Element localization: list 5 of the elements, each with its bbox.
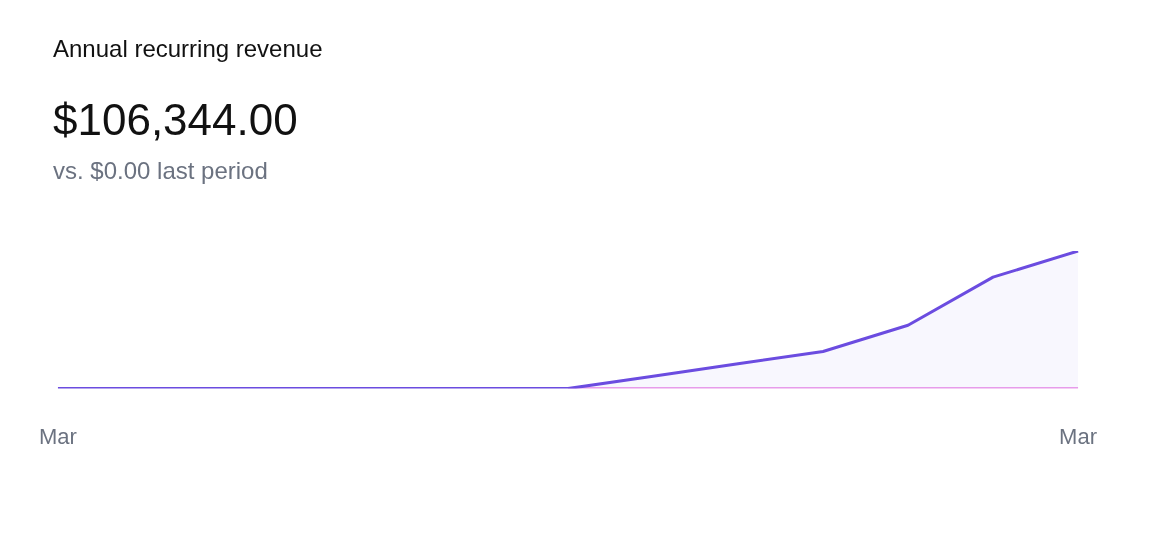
text: vs. $0.00 last period (53, 157, 269, 186)
x-tick-label: Mar (1059, 423, 1097, 449)
chart-subtitle: $106,344.00 (53, 95, 299, 146)
x-tick-label: Mar (39, 423, 77, 449)
chart-title: Annual recurring revenue (53, 35, 324, 64)
